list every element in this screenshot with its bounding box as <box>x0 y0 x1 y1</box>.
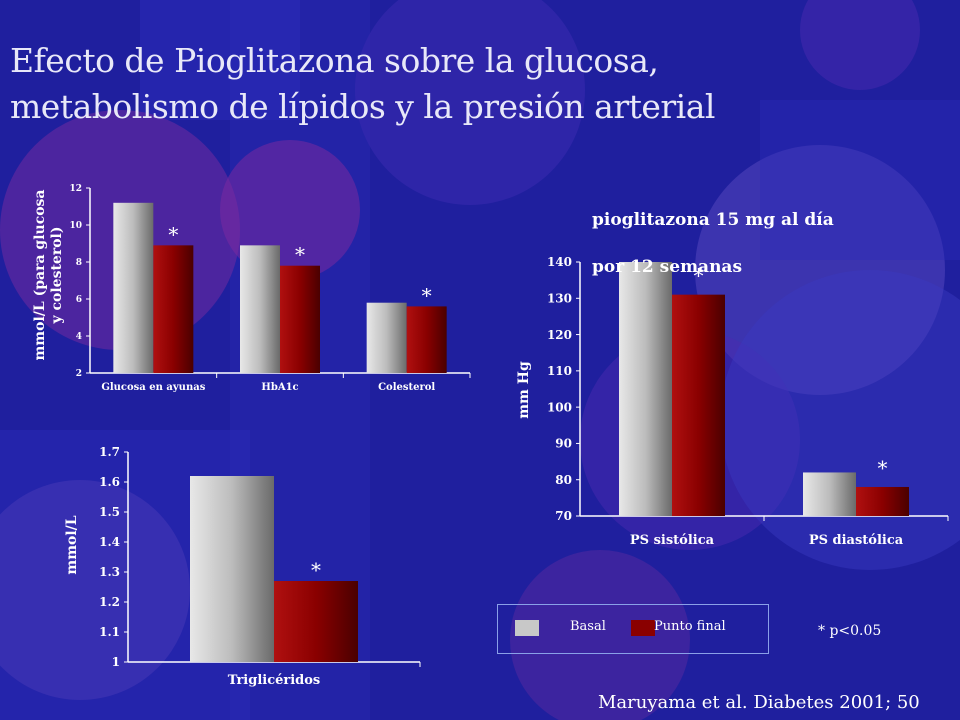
legend: Basal Punto final <box>497 604 769 654</box>
y-tick-label: 1.3 <box>99 565 120 579</box>
significance-marker: * <box>694 264 704 288</box>
legend-swatch-final <box>631 620 655 636</box>
y-tick-label: 10 <box>69 221 82 231</box>
significance-note: * p<0.05 <box>818 623 882 639</box>
y-tick-label: 1.2 <box>99 595 120 609</box>
y-axis-title: mm Hg <box>516 361 532 419</box>
significance-marker: * <box>311 558 321 582</box>
dose-note-line-2: por 12 semanas <box>592 257 743 277</box>
legend-label-basal: Basal <box>570 619 606 634</box>
bar-final-0 <box>274 581 358 662</box>
bar-basal-2 <box>366 302 407 373</box>
category-label: Colesterol <box>378 382 435 393</box>
y-tick-label: 140 <box>547 255 572 269</box>
y-tick-label: 1.1 <box>99 625 120 639</box>
bar-final-0 <box>153 245 194 373</box>
significance-marker: * <box>168 222 178 246</box>
y-tick-label: 90 <box>555 437 572 451</box>
bar-basal-1 <box>803 472 856 516</box>
y-tick-label: 4 <box>76 332 82 342</box>
legend-label-final: Punto final <box>654 619 726 634</box>
significance-marker: * <box>422 283 432 307</box>
y-tick-label: 120 <box>547 328 572 342</box>
y-axis-title: mmol/L <box>64 515 80 574</box>
title-line-1: Efecto de Pioglitazona sobre la glucosa, <box>10 41 659 80</box>
legend-swatch-basal <box>515 620 539 636</box>
bar-final-1 <box>280 265 320 373</box>
significance-marker: * <box>878 456 888 480</box>
y-axis-title: mmol/L (para glucosa <box>32 189 48 360</box>
y-axis-title: y colesterol) <box>49 226 65 324</box>
slide-title: Efecto de Pioglitazona sobre la glucosa,… <box>10 38 950 130</box>
category-label: PS sistólica <box>630 533 715 548</box>
y-tick-label: 1.7 <box>99 445 120 459</box>
category-label: Triglicéridos <box>228 673 321 688</box>
y-tick-label: 1.6 <box>99 475 120 489</box>
category-label: Glucosa en ayunas <box>101 382 205 393</box>
y-tick-label: 2 <box>76 369 82 379</box>
y-tick-label: 12 <box>69 184 82 194</box>
y-tick-label: 1 <box>112 655 120 669</box>
significance-marker: * <box>295 243 305 267</box>
y-tick-label: 1.4 <box>99 535 120 549</box>
y-tick-label: 100 <box>547 400 572 414</box>
bar-basal-0 <box>113 202 154 373</box>
y-tick-label: 110 <box>547 364 572 378</box>
y-tick-label: 6 <box>76 295 82 305</box>
dose-note-line-1: pioglitazona 15 mg al día <box>592 210 834 230</box>
bar-basal-0 <box>619 262 672 516</box>
title-line-2: metabolismo de lípidos y la presión arte… <box>10 87 715 126</box>
y-tick-label: 1.5 <box>99 505 120 519</box>
bar-final-2 <box>406 306 447 373</box>
bar-basal-1 <box>240 245 280 373</box>
category-label: PS diastólica <box>809 533 904 548</box>
category-label: HbA1c <box>261 382 298 393</box>
bar-final-0 <box>672 294 725 516</box>
bar-basal-0 <box>190 476 274 662</box>
y-tick-label: 130 <box>547 291 572 305</box>
y-tick-label: 70 <box>555 509 572 523</box>
source-citation: Maruyama et al. Diabetes 2001; 50 <box>598 692 920 713</box>
y-tick-label: 8 <box>76 258 82 268</box>
bar-final-1 <box>856 486 909 516</box>
y-tick-label: 80 <box>555 473 572 487</box>
